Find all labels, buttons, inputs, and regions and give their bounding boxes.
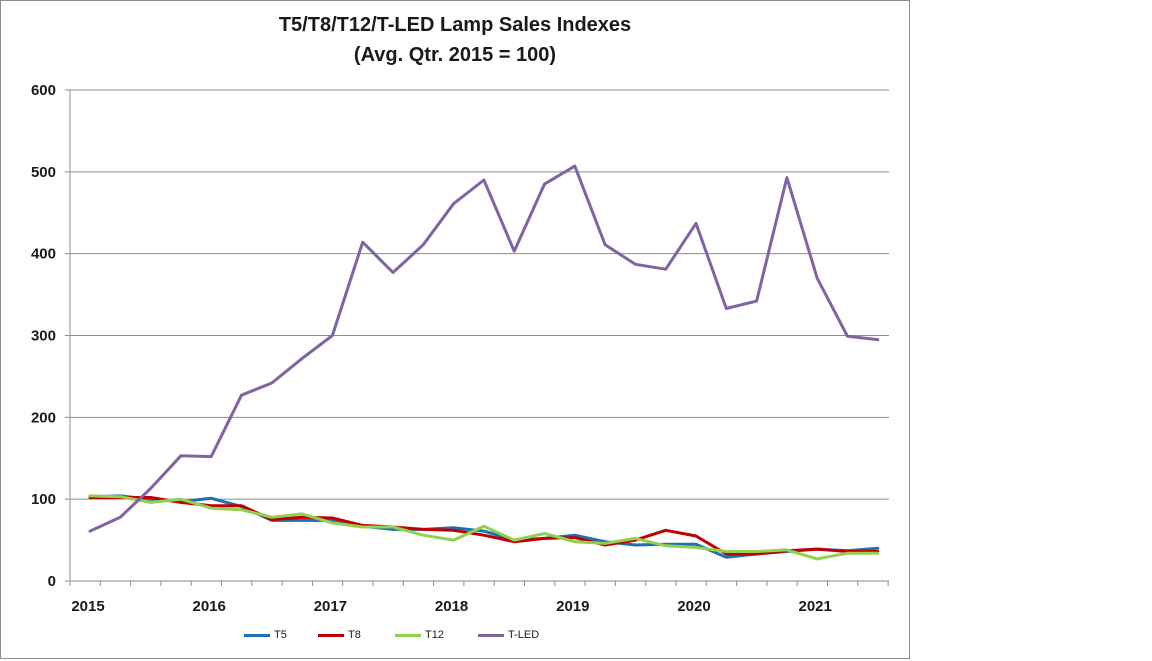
legend-label: T-LED <box>508 629 540 641</box>
legend-item-t8: T8 <box>318 627 361 643</box>
legend-item-t12: T12 <box>395 627 444 643</box>
x-tick-label: 2021 <box>799 598 832 615</box>
y-tick-label: 600 <box>31 82 56 99</box>
y-tick-label: 300 <box>31 328 56 345</box>
legend-swatch <box>244 633 270 637</box>
chart-legend: T5 T8 T12 T-LED <box>0 627 910 643</box>
series-line-t-led <box>88 164 880 533</box>
series-line-t8 <box>88 496 880 556</box>
x-tick-label: 2016 <box>193 598 226 615</box>
chart-frame <box>0 0 910 659</box>
line-chart: 0 100 200 300 400 500 600 2015 2016 2017 2018 2019 2… <box>31 82 889 615</box>
legend-label: T12 <box>425 629 444 641</box>
y-tick-label: 500 <box>31 164 56 181</box>
x-tick-label: 2020 <box>677 598 710 615</box>
legend-item-t5: T5 <box>244 627 287 643</box>
x-tick-label: 2017 <box>314 598 347 615</box>
legend-label: T5 <box>274 629 287 641</box>
y-tick-label: 200 <box>31 409 56 426</box>
legend-swatch <box>318 633 344 637</box>
x-tick-label: 2015 <box>71 598 104 615</box>
chart-title: T5/T8/T12/T-LED Lamp Sales Indexes <box>278 14 632 36</box>
legend-swatch <box>395 633 421 637</box>
series-line-t12 <box>88 494 880 561</box>
x-tick-label: 2019 <box>556 598 589 615</box>
legend-item-t-led: T-LED <box>478 627 539 643</box>
legend-swatch <box>478 633 504 637</box>
x-tick-label: 2018 <box>435 598 468 615</box>
legend-label: T8 <box>348 629 361 641</box>
chart-subtitle: (Avg. Qtr. 2015 = 100) <box>353 44 557 66</box>
y-tick-label: 100 <box>31 491 56 508</box>
y-tick-label: 400 <box>31 246 56 263</box>
y-tick-label: 0 <box>48 573 56 590</box>
